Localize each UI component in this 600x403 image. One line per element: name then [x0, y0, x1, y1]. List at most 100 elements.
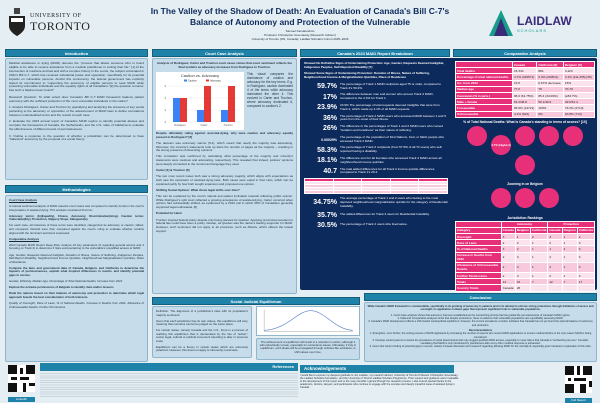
x-tick-label: Rodriguez	[174, 124, 186, 127]
stat-text: The added differences for Track 2 users …	[340, 212, 430, 217]
stat-value: 17%	[322, 93, 337, 101]
research-question: Research Question: To what extent does C…	[9, 94, 144, 103]
maid-stat: 35.7% The added differences for Track 2 u…	[304, 212, 448, 219]
stat-value: 40.7	[323, 167, 337, 175]
maid-no-signs: Showed No Definitive Signs of Underminin…	[304, 61, 445, 69]
conclusion-point: 1. Court Case analysis shows that autono…	[390, 313, 571, 317]
y-tick-label: 4	[165, 97, 167, 100]
stat-value: 0.00029%	[321, 137, 337, 142]
equilibrium-text: Definition: The alignment of a jurisdict…	[156, 309, 248, 317]
court-text: The two most recent cases both saw a str…	[156, 174, 293, 186]
table-cell: 2	[547, 251, 563, 263]
objective-3: 3. Outline a response to the question of…	[9, 133, 144, 142]
court-lead: Analysis of Rodriguez, Carter and Trucho…	[156, 61, 293, 69]
stat-text: The difference between men and women who…	[340, 92, 434, 101]
court-panel: Analysis of Rodriguez, Carter and Trucho…	[152, 58, 297, 294]
stat-text: The percentage of Track 2 recipients (fr…	[340, 145, 443, 154]
access-title: % of Total National Deaths: What is Cana…	[463, 119, 587, 124]
table-cell: 3	[576, 261, 596, 274]
stat-circle	[563, 125, 583, 146]
comparison-table: Canada California [8] Belgium [9] Total dea…	[455, 60, 596, 118]
legend-swatch	[206, 79, 209, 82]
table-cell: 2	[500, 261, 516, 274]
methods-text: A manual sentiment analysis of MAID-rele…	[9, 204, 144, 212]
stat-text: The average percentage of Track 1 and 2 …	[340, 196, 448, 208]
maid-heading: Canada's 2023 MAID Report Breakdown	[300, 49, 450, 57]
objective-2: 2. Evaluate the 2023 annual report of Ca…	[9, 119, 144, 132]
poster-title-block: In The Valley of the Shadow of Death: An…	[120, 6, 480, 41]
table-cell: 1	[530, 251, 549, 263]
stat-circle	[515, 154, 535, 175]
table-row: Increase in Deaths from 2022 2 3 1 2 1 3	[455, 251, 596, 263]
bar-advocacy	[204, 85, 211, 122]
equilibrium-caption: The achievement of equilibrium will resu…	[256, 338, 360, 360]
table-row: Percentage of total national deaths 4.7% …	[455, 73, 596, 81]
court-text: This can be explained by the court's nat…	[156, 194, 293, 210]
table-row: Median age 77.6 78 70-79	[455, 85, 596, 93]
table-row: % of National Deaths 3 2 1 1 2 3	[455, 245, 596, 253]
stat-text: The percentage of the population of Firs…	[340, 134, 445, 143]
stat-value: 30.5%	[317, 221, 337, 229]
table-cell: 3	[514, 261, 532, 274]
table-cell: 2	[500, 251, 516, 263]
intro-heading: Introduction	[5, 49, 148, 57]
stat-circle	[539, 187, 559, 208]
methods-text: 2023 Canada MAID Report Deep-Dive: Analy…	[9, 242, 144, 251]
y-tick-label: 2	[165, 109, 167, 112]
maid-some-signs: Showed Some Signs of Undermining Protect…	[304, 71, 430, 80]
methods-params: Age, Gender, Requests Deemed Ineligible,…	[9, 252, 144, 264]
bar-caution	[221, 109, 228, 122]
court-text: Truchon inspired federal policy despite …	[156, 217, 293, 233]
table-cell: 20.8% (713)	[562, 110, 596, 118]
methods-text: Compare the laws and government data of …	[9, 265, 144, 277]
table-row: Further Permissions 2 3 1 2 1 3	[455, 271, 596, 280]
stat-circle	[467, 125, 487, 146]
table-row: Pace of Laws 2 2 1 2 1 3	[455, 239, 596, 247]
table-cell	[547, 284, 563, 292]
stat-text: The difference sum for all Females who a…	[340, 155, 442, 164]
stat-text: 23.9% The percentage of total requests d…	[340, 103, 440, 111]
stat-text: The percentage of Track 2 MAID users who…	[340, 113, 446, 122]
table-cell: 1	[530, 245, 549, 253]
ack-heading: Acknowledgements	[300, 365, 454, 373]
conclusion-panel: While Canada's MAID framework is commend…	[364, 302, 597, 362]
equilibrium-heading: Social Judicial Equilibrium	[152, 297, 360, 305]
table-row: Country Totals Canada 26	[455, 284, 596, 292]
ack-text: I would like to express my deepest grati…	[300, 374, 459, 390]
table-cell: Country Totals	[455, 284, 502, 292]
crest-icon	[9, 8, 25, 36]
methods-text: Rank the nations based on their balance …	[9, 291, 144, 299]
legend-label: Caution	[188, 79, 197, 82]
table-row: Inc. from 2022 15.8 0.67% decrease 15%	[455, 79, 596, 87]
y-tick-label: 0	[165, 121, 167, 124]
court-question: Despite ultimately ruling against assist…	[156, 130, 293, 139]
stat-circle	[515, 187, 535, 208]
bar-caution	[173, 97, 180, 122]
full-report-qr[interactable]: Full Report	[565, 366, 592, 403]
court-text: The decision was extremely narrow (5-4),…	[156, 140, 293, 153]
maid-panel: Showed No Definitive Signs of Underminin…	[302, 60, 450, 288]
linkedin-qr[interactable]: LinkedIn	[8, 365, 35, 402]
stat-circle	[515, 125, 535, 146]
university-logo: UNIVERSITY OF TORONTO	[8, 6, 113, 40]
table-cell	[576, 284, 596, 292]
bar-advocacy	[228, 85, 235, 122]
stat-value: 58.3%	[317, 146, 337, 154]
stat-value: 35.7%	[317, 211, 337, 219]
methods-params: Gender, Ethnicity, Median Age, Percentag…	[9, 279, 123, 284]
table-cell: Allowance of Unforeseeable Deaths	[455, 261, 502, 274]
y-tick-label: 6	[165, 85, 167, 88]
comparative-panel: Canada California [8] Belgium [9] Total dea…	[455, 60, 596, 292]
conclusion-point: 3. Canada's MAID development reflects a …	[368, 320, 593, 327]
intro-text: Medical assistance in dying (MAID) denot…	[9, 61, 144, 93]
university-name: TORONTO	[30, 18, 91, 33]
equilibrium-panel: Definition: The alignment of a jurisdict…	[152, 306, 252, 358]
bar-caution	[197, 109, 204, 122]
belgium-title: Zooming in on Belgium	[507, 181, 543, 186]
maid-stat: 18.1% The difference sum for all Females …	[304, 155, 448, 165]
stat-text: The percentage of Track 1 MAID recipient…	[340, 81, 441, 90]
equilibrium-curve-chart	[256, 306, 360, 336]
methods-text: For each case, all instances of these te…	[9, 223, 144, 235]
court-heading: Court Case Analysis	[152, 49, 297, 57]
maid-stat: 34.75% The average percentage of Track 1 …	[304, 196, 448, 208]
